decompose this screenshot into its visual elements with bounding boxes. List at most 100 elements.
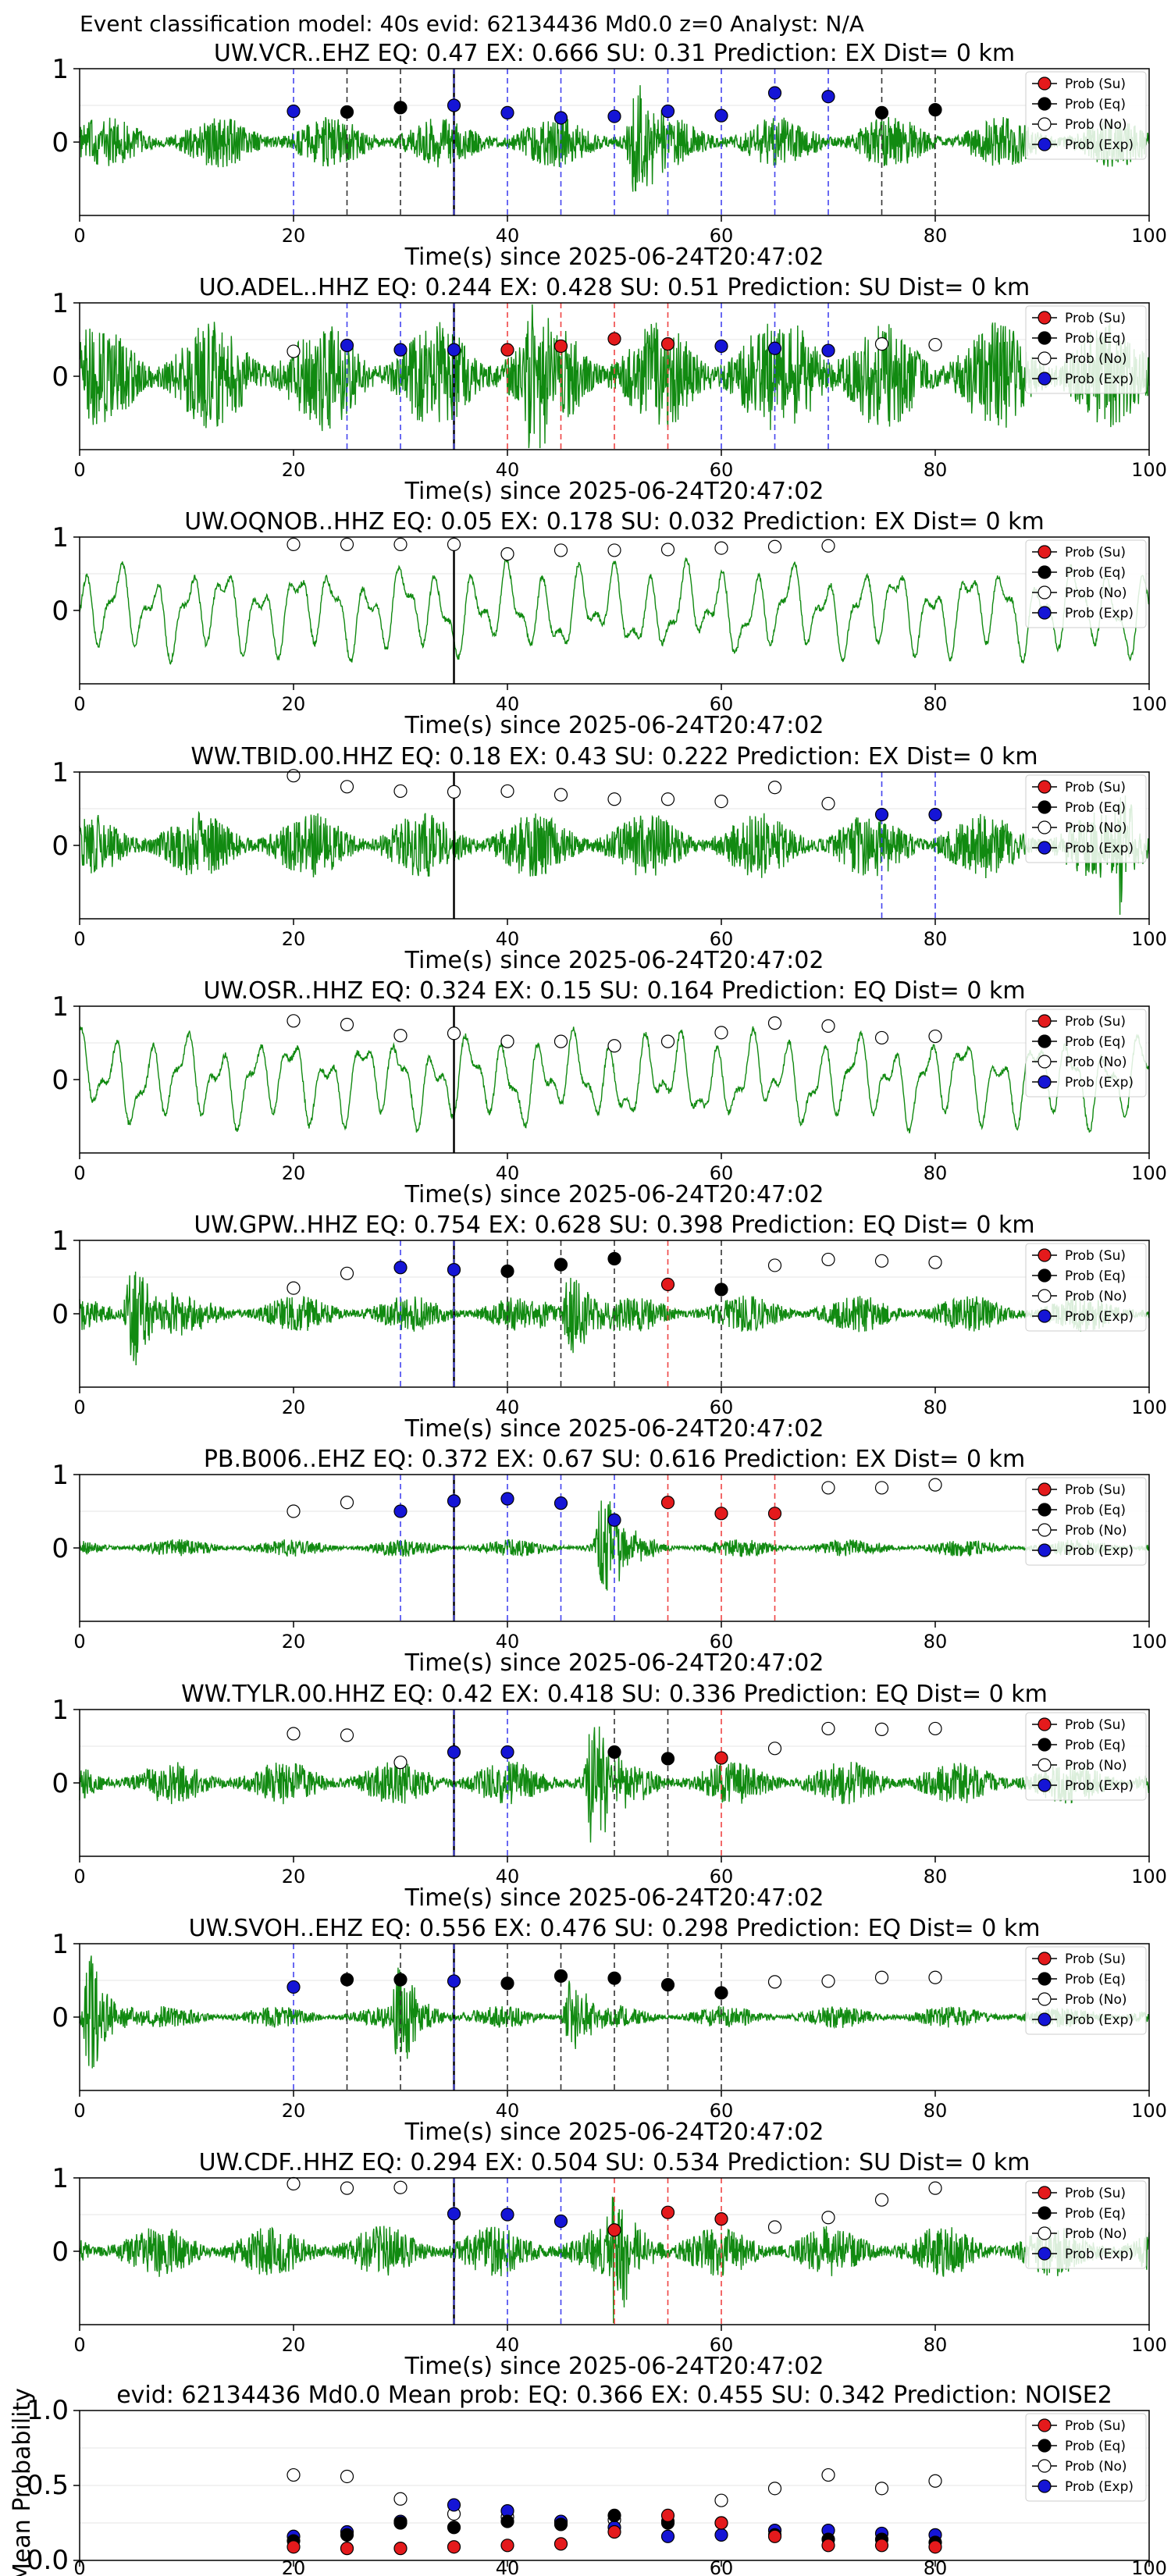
legend-label: Prob (Exp) (1065, 372, 1134, 387)
prob-point-su (553, 339, 568, 354)
legend-marker (1038, 820, 1052, 834)
prob-point-no (714, 541, 728, 555)
panel-title: UW.OQNOB..HHZ EQ: 0.05 EX: 0.178 SU: 0.0… (184, 508, 1044, 535)
legend-marker (1038, 117, 1052, 131)
prob-point-no (714, 1026, 728, 1040)
prob-point-eq (340, 105, 354, 119)
prob-point-su (714, 1751, 728, 1765)
x-tick-label: 40 (496, 2557, 520, 2576)
x-tick-label: 60 (710, 459, 734, 481)
prob-point-no (821, 1481, 835, 1495)
panel-10: UW.CDF..HHZ EQ: 0.294 EX: 0.504 SU: 0.53… (52, 2149, 1167, 2380)
prob-point-exp (553, 1496, 568, 1510)
prob-point-no (928, 1255, 942, 1269)
prob-point-exp (447, 1262, 461, 1277)
prob-point-no (821, 2211, 835, 2225)
legend-label: Prob (Eq) (1065, 1972, 1126, 1987)
prob-point-no (340, 1266, 354, 1280)
prob-point-no (393, 784, 408, 799)
prob-point-exp (821, 343, 835, 358)
prob-point-su (767, 1507, 782, 1521)
x-tick-label: 40 (496, 928, 520, 950)
x-tick-label: 80 (924, 2557, 948, 2576)
y-tick-label: 0.0 (27, 2545, 69, 2576)
x-tick-label: 100 (1131, 1162, 1167, 1184)
legend-marker (1038, 137, 1052, 151)
prob-point-eq (928, 103, 942, 117)
prob-point-no (928, 337, 942, 352)
mean-point-su (660, 2508, 675, 2522)
legend-label: Prob (Su) (1065, 1014, 1126, 1030)
panel-3: UW.OQNOB..HHZ EQ: 0.05 EX: 0.178 SU: 0.0… (52, 508, 1167, 739)
legend-label: Prob (Exp) (1065, 606, 1134, 621)
x-tick-label: 60 (710, 928, 734, 950)
mean-point-su (393, 2542, 408, 2556)
legend-box (1025, 539, 1147, 628)
y-tick-label: 0 (52, 2002, 69, 2033)
prob-point-no (340, 2181, 354, 2195)
prob-point-eq (393, 1973, 408, 1987)
legend-box (1025, 1009, 1147, 1098)
prob-point-exp (821, 90, 835, 104)
mean-point-eq (553, 2517, 568, 2532)
legend-marker (1038, 1248, 1052, 1262)
legend-marker (1038, 311, 1052, 325)
prob-point-eq (714, 1986, 728, 2000)
x-tick-label: 40 (496, 2334, 520, 2356)
x-tick-label: 40 (496, 2100, 520, 2122)
prob-point-su (660, 2205, 675, 2219)
legend-label: Prob (Su) (1065, 1482, 1126, 1498)
panel-6: UW.GPW..HHZ EQ: 0.754 EX: 0.628 SU: 0.39… (52, 1212, 1167, 1443)
mean-point-no (928, 2474, 942, 2488)
y-tick-label: 1 (52, 522, 69, 553)
prob-point-exp (447, 98, 461, 112)
mean-point-no (821, 2467, 835, 2482)
x-tick-label: 0 (73, 225, 85, 247)
y-tick-label: 0 (52, 1533, 69, 1564)
waveform-trace (79, 557, 1150, 665)
prob-point-no (287, 769, 301, 783)
x-tick-label: 40 (496, 1631, 520, 1653)
prob-point-no (553, 788, 568, 802)
prob-point-exp (767, 341, 782, 355)
prob-point-exp (447, 1745, 461, 1759)
prob-point-no (393, 1756, 408, 1770)
x-tick-label: 40 (496, 693, 520, 715)
prob-point-exp (447, 1974, 461, 1988)
y-tick-label: 1 (52, 54, 69, 85)
prob-point-exp (393, 343, 408, 357)
legend-box (1025, 1243, 1147, 1332)
legend-label: Prob (Exp) (1065, 2012, 1134, 2028)
prob-point-su (714, 2212, 728, 2226)
legend-label: Prob (Eq) (1065, 97, 1126, 112)
prob-point-no (607, 1039, 621, 1053)
x-tick-label: 60 (710, 1397, 734, 1418)
mean-point-su (928, 2540, 942, 2554)
prob-point-exp (340, 338, 354, 353)
prob-point-eq (607, 1251, 621, 1266)
x-tick-label: 60 (710, 2334, 734, 2356)
prob-point-eq (607, 1745, 621, 1759)
prob-point-eq (660, 1978, 675, 1992)
waveform-trace (79, 1726, 1150, 1843)
legend-marker (1038, 1034, 1052, 1048)
mean-point-no (393, 2492, 408, 2506)
legend-marker (1038, 1738, 1052, 1752)
legend-box (1025, 1712, 1147, 1801)
prob-point-no (767, 781, 782, 795)
prob-point-exp (714, 339, 728, 354)
legend-label: Prob (Su) (1065, 76, 1126, 92)
legend-label: Prob (Eq) (1065, 2206, 1126, 2222)
x-tick-label: 20 (282, 2334, 306, 2356)
panel-9: UW.SVOH..EHZ EQ: 0.556 EX: 0.476 SU: 0.2… (52, 1915, 1167, 2146)
x-tick-label: 60 (710, 2557, 734, 2576)
legend-label: Prob (No) (1065, 1523, 1127, 1539)
legend-marker (1038, 565, 1052, 579)
legend-marker (1038, 841, 1052, 855)
prob-point-no (287, 1504, 301, 1518)
legend-marker (1038, 1268, 1052, 1283)
legend-label: Prob (No) (1065, 1992, 1127, 2008)
panel-mean: evid: 62134436 Md0.0 Mean prob: EQ: 0.36… (9, 2382, 1167, 2576)
x-axis-label: Time(s) since 2025-06-24T20:47:02 (404, 1649, 824, 1677)
legend-marker (1038, 2186, 1052, 2200)
